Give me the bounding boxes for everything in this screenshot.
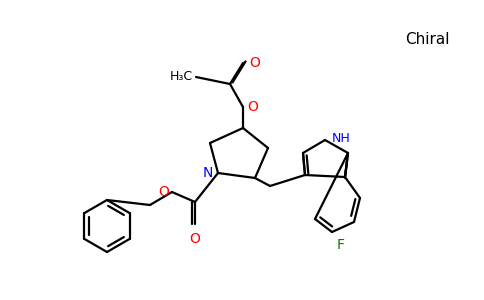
Text: Chiral: Chiral — [405, 32, 450, 47]
Text: O: O — [158, 185, 169, 199]
Text: F: F — [337, 238, 345, 252]
Text: O: O — [190, 232, 200, 246]
Text: O: O — [249, 56, 260, 70]
Text: O: O — [247, 100, 258, 114]
Text: N: N — [203, 166, 213, 180]
Text: NH: NH — [332, 133, 351, 146]
Text: H₃C: H₃C — [170, 70, 193, 83]
